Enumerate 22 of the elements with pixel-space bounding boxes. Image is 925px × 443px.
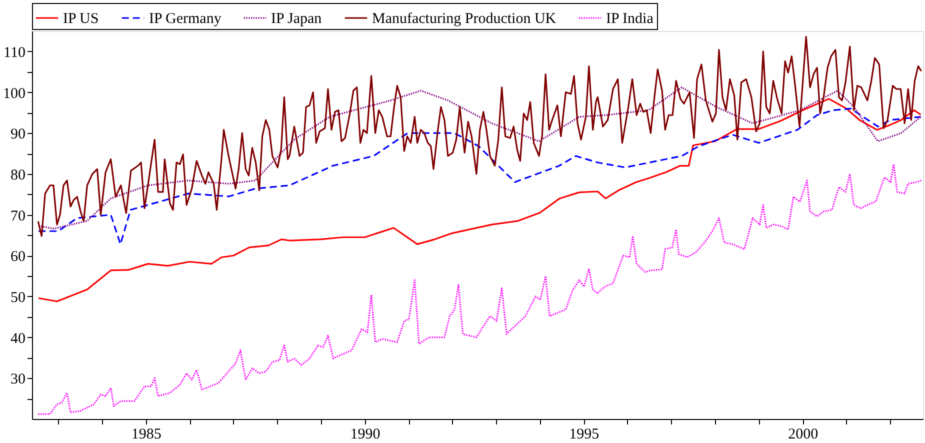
x-tick-label: 1985 — [131, 426, 162, 442]
y-tick-label: 50 — [10, 290, 26, 306]
legend-label: IP Germany — [149, 11, 222, 27]
y-tick-label: 100 — [3, 86, 26, 102]
y-tick-label: 70 — [10, 208, 26, 224]
line-series — [38, 98, 922, 302]
x-tick-label: 1990 — [350, 426, 380, 442]
y-tick-label: 90 — [10, 126, 26, 143]
y-tick-label: 30 — [10, 372, 26, 388]
y-tick-label: 40 — [10, 330, 26, 347]
y-tick-label: 60 — [10, 249, 26, 266]
y-tick-label: 110 — [4, 44, 26, 61]
x-tick-label: 1995 — [569, 426, 600, 442]
line-series — [38, 108, 922, 245]
line-series — [37, 163, 922, 415]
legend-label: IP India — [606, 11, 654, 27]
line-series — [37, 36, 922, 237]
legend-label: IP Japan — [271, 11, 322, 27]
legend-label: Manufacturing Production UK — [372, 11, 556, 27]
y-tick-label: 80 — [10, 167, 26, 184]
legend-label: IP US — [63, 11, 99, 27]
x-tick-label: 2000 — [788, 426, 818, 442]
